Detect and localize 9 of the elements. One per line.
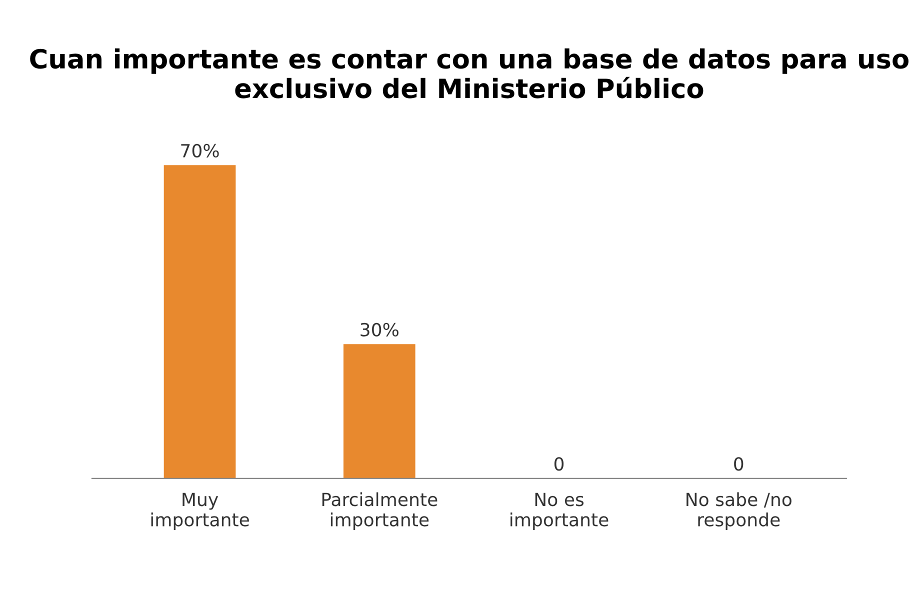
x-tick-label: Muy importante bbox=[151, 492, 249, 530]
x-tick-label: No sabe /no responde bbox=[686, 492, 792, 530]
x-tick-label: Parcialmente importante bbox=[322, 492, 438, 530]
data-label: 0 bbox=[734, 457, 744, 471]
chart-title: Cuan importante es contar con una base de datos para uso exclusivo del Ministerio Público bbox=[30, 48, 908, 98]
data-label: 70% bbox=[181, 144, 219, 158]
data-label: 30% bbox=[360, 322, 398, 336]
data-label: 0 bbox=[554, 457, 564, 471]
x-tick-label: No es importante bbox=[510, 492, 608, 530]
